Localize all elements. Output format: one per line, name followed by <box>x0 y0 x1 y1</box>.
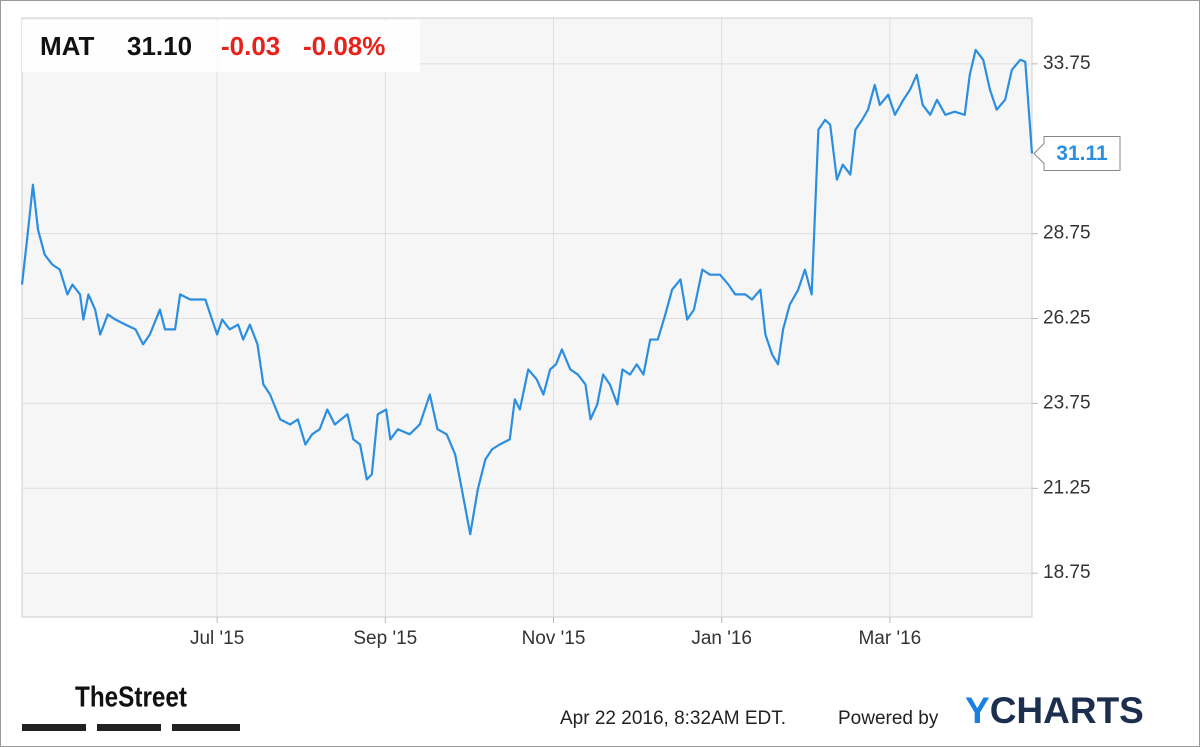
header-box <box>22 20 420 72</box>
powered-by: Powered by <box>838 708 939 729</box>
plot-area <box>21 17 1033 618</box>
x-tick-label: Jul '15 <box>190 628 244 649</box>
last-value-label: 31.11 <box>1056 142 1108 165</box>
ticker: MAT <box>40 31 95 61</box>
y-tick-label: 33.75 <box>1043 53 1091 74</box>
last-value-callout <box>1033 135 1121 171</box>
grid <box>22 18 1032 617</box>
y-tick-label: 18.75 <box>1043 562 1091 583</box>
price-line <box>20 48 1034 536</box>
logo-bar <box>97 724 161 731</box>
y-tick-label: 23.75 <box>1043 392 1091 413</box>
change: -0.03 <box>221 31 280 61</box>
x-tick-label: Mar '16 <box>858 628 921 649</box>
logo-bar <box>22 724 86 731</box>
y-tick-label: 28.75 <box>1043 223 1091 244</box>
price: 31.10 <box>127 31 192 61</box>
brand-logo: YCHARTS <box>965 690 1144 731</box>
timestamp: Apr 22 2016, 8:32AM EDT. <box>560 708 786 729</box>
y-tick-label: 26.25 <box>1043 308 1091 329</box>
x-tick-label: Sep '15 <box>353 628 417 649</box>
logo-bar <box>172 724 240 731</box>
x-tick-label: Nov '15 <box>522 628 586 649</box>
series-layer <box>20 48 1034 536</box>
y-tick-label: 21.25 <box>1043 477 1091 498</box>
change-percent: -0.08% <box>303 31 385 61</box>
x-tick-label: Jan '16 <box>691 628 752 649</box>
source-logo: TheStreet <box>75 682 187 714</box>
